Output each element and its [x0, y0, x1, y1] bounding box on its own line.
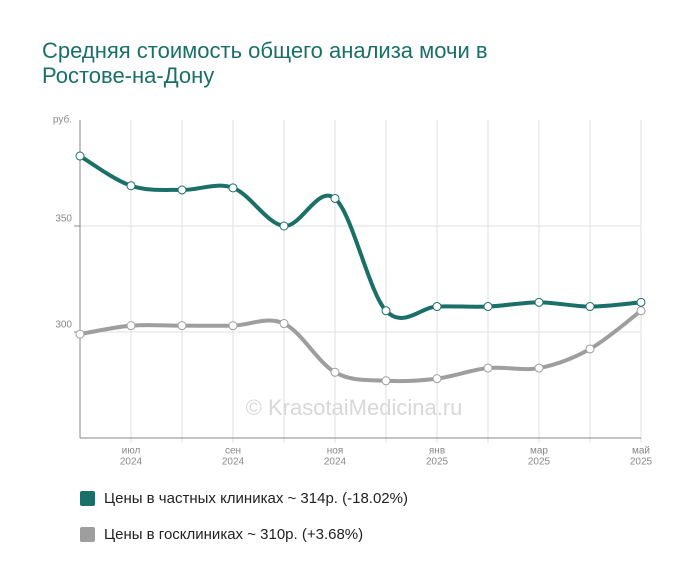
data-point: [330, 193, 340, 203]
x-tick-label: июл: [122, 446, 141, 457]
data-point: [228, 321, 238, 331]
x-tick-label: 2025: [630, 457, 653, 468]
data-point: [126, 321, 136, 331]
data-point: [585, 302, 595, 312]
legend-swatch: [80, 491, 95, 506]
data-point: [279, 221, 289, 231]
legend-label: Цены в госклиниках ~ 310р. (+3.68%): [104, 526, 363, 543]
data-point: [228, 183, 238, 193]
data-point: [636, 297, 646, 307]
x-tick-label: 2024: [120, 457, 143, 468]
chart-title: Ростове-на-Дону: [42, 63, 214, 88]
x-tick-label: мар: [530, 446, 548, 457]
y-axis-label: руб.: [53, 114, 72, 126]
y-tick-label: 350: [55, 214, 72, 225]
x-tick-label: май: [632, 446, 650, 457]
y-tick-label: 300: [55, 320, 72, 331]
series-line: [79, 309, 643, 384]
data-point: [483, 302, 493, 312]
data-point: [177, 321, 187, 331]
data-point: [585, 344, 595, 354]
data-point: [432, 374, 442, 384]
legend-label: Цены в частных клиниках ~ 314р. (-18.02%…: [104, 490, 408, 507]
series-line: [78, 154, 642, 320]
data-point: [636, 306, 646, 316]
x-tick-label: сен: [225, 446, 241, 457]
legend-swatch: [80, 527, 95, 542]
data-point: [483, 363, 493, 373]
data-point: [126, 181, 136, 191]
watermark: © KrasotaiMedicina.ru: [246, 395, 463, 420]
data-point: [279, 319, 289, 329]
data-point: [381, 376, 391, 386]
data-point: [432, 302, 442, 312]
data-point: [534, 297, 544, 307]
x-tick-label: янв: [429, 446, 445, 457]
data-point: [75, 329, 85, 339]
data-point: [177, 185, 187, 195]
data-point: [330, 367, 340, 377]
x-tick-label: 2024: [222, 457, 245, 468]
chart-title: Средняя стоимость общего анализа мочи в: [42, 38, 488, 63]
x-tick-label: 2025: [426, 457, 449, 468]
x-tick-label: ноя: [327, 446, 344, 457]
data-point: [381, 306, 391, 316]
x-tick-label: 2024: [324, 457, 347, 468]
x-tick-label: 2025: [528, 457, 551, 468]
data-point: [534, 363, 544, 373]
data-point: [75, 151, 85, 161]
